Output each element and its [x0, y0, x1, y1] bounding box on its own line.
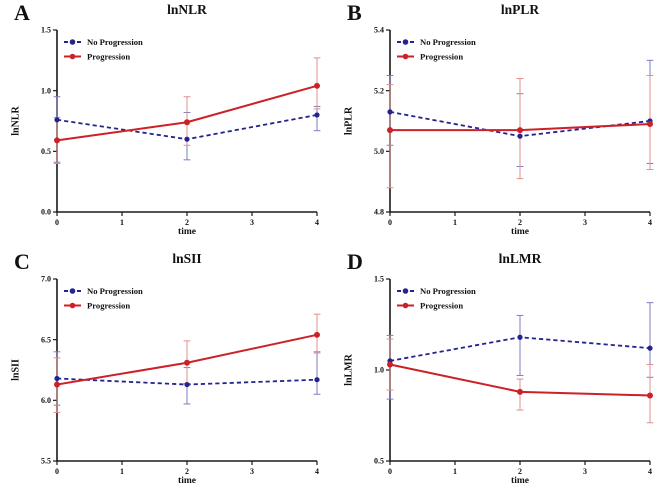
- y-tick-label: 5.5: [41, 457, 51, 466]
- x-tick-label: 4: [648, 218, 652, 227]
- data-point-marker: [54, 117, 60, 123]
- data-point-marker: [184, 381, 190, 388]
- x-tick-label: 2: [185, 218, 189, 227]
- data-point-marker: [517, 334, 523, 340]
- panel-d-chart-canvas: 0.5 1.0 1.5 0 1 2 3 4 No Progression Progression: [374, 275, 654, 476]
- x-tick-label: 1: [120, 467, 124, 476]
- x-tick-label: 4: [648, 467, 652, 476]
- panel-a: 0.0 0.5 1.0 1.5 0 1 2 3 4 No Progression Progressi…: [0, 0, 333, 249]
- y-tick-label: 5.4: [374, 26, 384, 35]
- data-point-marker: [517, 133, 523, 139]
- panel-letter: B: [347, 0, 362, 25]
- panel-letter: A: [14, 0, 30, 25]
- panel-letter: D: [347, 249, 363, 274]
- x-tick-label: 1: [120, 218, 124, 227]
- x-tick-label: 3: [250, 467, 254, 476]
- x-axis-label: time: [511, 476, 529, 486]
- x-tick-label: 0: [388, 218, 392, 227]
- x-tick-label: 2: [518, 218, 522, 227]
- data-point-marker: [647, 392, 653, 399]
- data-point-marker: [314, 331, 320, 338]
- data-point-marker: [647, 345, 653, 351]
- legend-label: Progression: [420, 52, 463, 62]
- legend-label: No Progression: [420, 286, 476, 296]
- x-tick-label: 0: [388, 467, 392, 476]
- legend-marker-dot: [69, 39, 76, 45]
- x-tick-label: 0: [55, 467, 59, 476]
- y-tick-label: 1.0: [374, 366, 384, 375]
- x-tick-label: 0: [55, 218, 59, 227]
- data-point-marker: [184, 136, 190, 142]
- data-point-marker: [387, 361, 393, 368]
- data-point-marker: [54, 381, 60, 388]
- legend-label: Progression: [420, 301, 463, 311]
- y-axis-label: lnSII: [10, 359, 22, 381]
- y-tick-label: 6.5: [41, 335, 51, 344]
- data-point-marker: [517, 127, 523, 134]
- panel-title: lnSII: [172, 251, 202, 266]
- data-point-marker: [314, 377, 320, 383]
- legend-marker-dot: [69, 288, 76, 294]
- panel-c-chart-canvas: 5.5 6.0 6.5 7.0 0 1 2 3 4 No Progression Progressi…: [41, 275, 321, 476]
- y-axis-label: lnLMR: [343, 354, 355, 386]
- y-axis-label: lnNLR: [10, 106, 22, 136]
- panel-letter: C: [14, 249, 30, 274]
- y-tick-label: 1.0: [41, 86, 51, 95]
- x-tick-label: 3: [583, 467, 587, 476]
- data-point-marker: [387, 109, 393, 115]
- legend-marker-dot: [402, 39, 409, 45]
- y-tick-label: 1.5: [374, 275, 384, 284]
- data-point-marker: [54, 137, 60, 144]
- legend-marker-dot: [69, 53, 76, 60]
- panel-title: lnLMR: [498, 251, 542, 266]
- y-tick-label: 0.5: [374, 457, 384, 466]
- x-tick-label: 3: [250, 218, 254, 227]
- x-axis-label: time: [178, 227, 196, 237]
- panel-a-chart-canvas: 0.0 0.5 1.0 1.5 0 1 2 3 4 No Progression Progressi…: [41, 26, 321, 227]
- data-point-marker: [647, 121, 653, 128]
- y-tick-label: 7.0: [41, 275, 51, 284]
- legend-marker-dot: [402, 288, 409, 294]
- x-tick-label: 3: [583, 218, 587, 227]
- legend-marker-dot: [402, 53, 409, 60]
- legend-label: No Progression: [87, 37, 143, 47]
- panel-b: 4.8 5.0 5.2 5.4 0 1 2 3 4 No Progression Progressi…: [333, 0, 666, 249]
- legend-label: No Progression: [420, 37, 476, 47]
- x-tick-label: 1: [453, 467, 457, 476]
- data-point-marker: [314, 82, 320, 89]
- panel-b-chart-canvas: 4.8 5.0 5.2 5.4 0 1 2 3 4 No Progression Progressi…: [374, 26, 654, 227]
- panel-title: lnNLR: [167, 2, 207, 17]
- panel-title: lnPLR: [500, 2, 540, 17]
- x-axis-label: time: [178, 476, 196, 486]
- y-tick-label: 5.2: [374, 86, 384, 95]
- x-tick-label: 2: [185, 467, 189, 476]
- x-tick-label: 4: [315, 218, 319, 227]
- data-point-marker: [54, 375, 60, 382]
- y-tick-label: 0.5: [41, 147, 51, 156]
- legend-label: Progression: [87, 52, 130, 62]
- y-tick-label: 5.0: [374, 147, 384, 156]
- x-tick-label: 4: [315, 467, 319, 476]
- x-axis-label: time: [511, 227, 529, 237]
- legend-label: No Progression: [87, 286, 143, 296]
- data-point-marker: [314, 112, 320, 118]
- y-tick-label: 0.0: [41, 208, 51, 217]
- x-tick-label: 1: [453, 218, 457, 227]
- legend-marker-dot: [69, 302, 76, 309]
- panel-d: 0.5 1.0 1.5 0 1 2 3 4 No Progression Progression …: [333, 249, 666, 498]
- legend-marker-dot: [402, 302, 409, 309]
- legend-label: Progression: [87, 301, 130, 311]
- panel-c: 5.5 6.0 6.5 7.0 0 1 2 3 4 No Progression Progressi…: [0, 249, 333, 498]
- y-tick-label: 6.0: [41, 396, 51, 405]
- data-point-marker: [517, 388, 523, 395]
- data-point-marker: [387, 127, 393, 134]
- y-axis-label: lnPLR: [343, 106, 355, 136]
- x-tick-label: 2: [518, 467, 522, 476]
- data-point-marker: [184, 359, 190, 366]
- data-point-marker: [184, 119, 190, 126]
- y-tick-label: 4.8: [374, 208, 384, 217]
- y-tick-label: 1.5: [41, 26, 51, 35]
